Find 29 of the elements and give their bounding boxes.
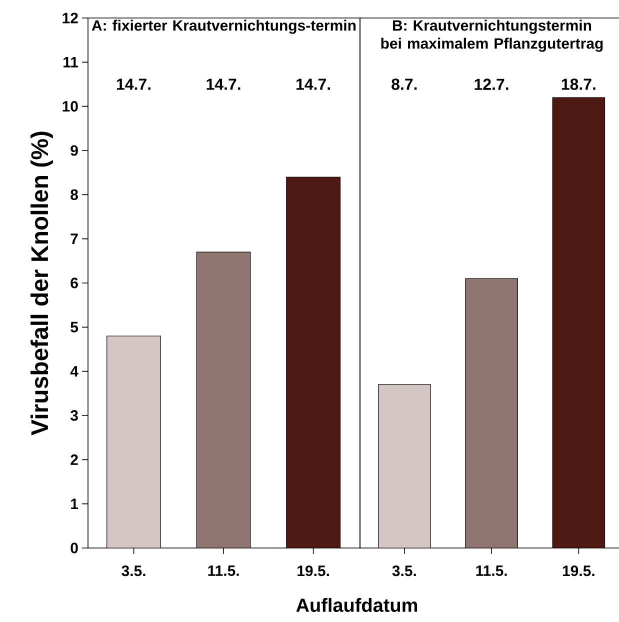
y-tick-label: 5	[70, 322, 78, 332]
y-tick-label: 7	[70, 234, 78, 244]
y-axis-title: Virusbefall der Knollen (%)	[30, 132, 53, 436]
y-tick-label: 2	[70, 454, 78, 465]
chart-title: A: fixierter Krautvernichtungs-termin	[92, 20, 356, 34]
annotation: 14.7.	[116, 78, 150, 90]
x-tick-label: 11.5.	[476, 566, 507, 576]
annotation: 14.7.	[206, 78, 240, 90]
annotation: 14.7.	[296, 78, 330, 90]
text: B: Krautvernichtungstermin bei maximalem Pflanzgutertrag	[381, 20, 603, 52]
y-tick-label: 9	[70, 145, 78, 156]
x-axis-title: Auflaufdatum	[296, 598, 418, 612]
y-tick-label: 4	[70, 366, 78, 376]
annotation: 18.7.	[562, 78, 596, 90]
y-tick-label: 6	[70, 278, 78, 288]
y-tick-label: 11	[64, 57, 78, 68]
y-tick-label: 8	[70, 189, 78, 200]
y-tick-label: 10	[62, 101, 78, 112]
x-tick-label: 11.5.	[208, 566, 239, 576]
annotation: 8.7.	[392, 78, 417, 90]
x-tick-label: 3.5.	[122, 566, 146, 576]
y-tick-label: 12	[62, 12, 78, 24]
annotation: 12.7.	[474, 78, 508, 90]
y-tick-label: 1	[71, 498, 78, 509]
y-tick-label: 3	[70, 410, 78, 421]
x-tick-label: 3.5.	[392, 566, 416, 576]
x-tick-label: 19.5.	[298, 566, 329, 576]
y-tick-label: 0	[70, 542, 78, 554]
x-tick-label: 19.5.	[562, 566, 594, 576]
